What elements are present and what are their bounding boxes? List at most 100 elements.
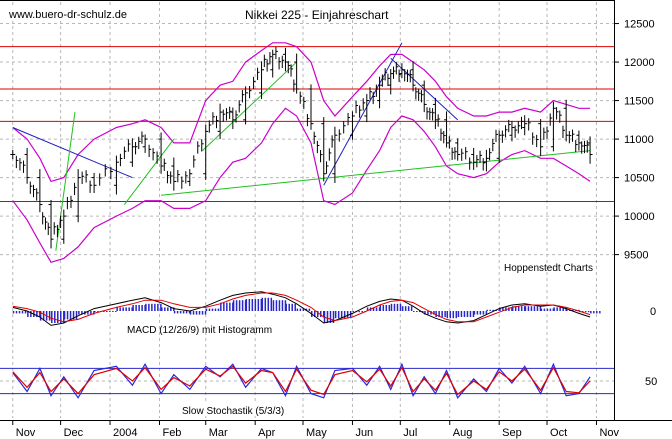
macd-histogram-bar <box>485 311 488 315</box>
macd-histogram-bar <box>584 311 587 313</box>
macd-histogram-bar <box>556 307 558 311</box>
macd-histogram-bar <box>578 309 580 311</box>
macd-histogram-bar <box>21 311 24 314</box>
macd-histogram-bar <box>520 306 523 311</box>
macd-histogram-bar <box>302 308 305 311</box>
macd-histogram-bar <box>553 307 555 311</box>
macd-histogram-bar <box>128 307 130 311</box>
macd-histogram-bar <box>460 311 463 317</box>
y-tick-label: 11500 <box>624 96 654 108</box>
stoch-d-line <box>12 365 591 396</box>
macd-histogram-bar <box>492 309 494 311</box>
macd-histogram-bar <box>151 303 153 311</box>
macd-histogram-bar <box>189 311 192 315</box>
macd-histogram-bar <box>599 311 601 314</box>
macd-histogram-bar <box>482 311 485 315</box>
x-tick-label: Jun <box>355 427 373 439</box>
macd-histogram-bar <box>39 311 41 317</box>
macd-histogram-bar <box>103 311 105 312</box>
y-tick-label: 11000 <box>624 134 654 146</box>
macd-histogram-bar <box>157 303 159 311</box>
x-tick-label: Nov <box>16 427 36 439</box>
watermark: www.buero-dr-schulz.de <box>8 9 127 21</box>
macd-histogram-bar <box>352 311 354 313</box>
macd-histogram-bar <box>332 311 335 323</box>
macd-histogram-bar <box>204 311 207 315</box>
macd-histogram-bar <box>251 299 254 311</box>
macd-histogram-bar <box>566 309 568 311</box>
macd-histogram-bar <box>486 309 488 311</box>
macd-histogram-bar <box>232 302 234 311</box>
macd-histogram-bar <box>375 307 378 311</box>
macd-histogram-bar <box>182 311 185 314</box>
trend-line-green <box>55 112 76 251</box>
macd-histogram-bar <box>552 308 555 311</box>
y-tick-label: 12500 <box>624 19 655 31</box>
macd-histogram-bar <box>131 307 133 311</box>
macd-histogram-bar <box>581 311 584 313</box>
macd-histogram-bar <box>530 306 533 311</box>
macd-histogram-bar <box>36 311 38 317</box>
macd-histogram-bar <box>173 307 175 311</box>
macd-histogram-bar <box>145 303 147 311</box>
macd-histogram-bar <box>438 311 440 317</box>
source-label: Hoppenstedt Charts <box>504 263 593 274</box>
macd-histogram-bar <box>313 311 316 317</box>
y-tick-label: 10500 <box>624 173 655 185</box>
macd-histogram-bar <box>476 311 479 315</box>
macd-histogram-bar <box>382 305 385 311</box>
trend-line-blue <box>323 42 403 186</box>
macd-histogram-bar <box>69 311 72 320</box>
macd-histogram-bar <box>446 311 449 319</box>
macd-histogram-bar <box>93 311 95 315</box>
macd-histogram-bar <box>410 306 413 311</box>
macd-histogram-bar <box>119 307 121 311</box>
bollinger-lower-band <box>12 107 591 264</box>
macd-histogram-bar <box>284 300 287 311</box>
macd-histogram-bar <box>489 309 491 311</box>
bollinger-upper-band <box>12 42 591 183</box>
macd-histogram-bar <box>340 311 343 319</box>
macd-histogram-bar <box>427 311 429 315</box>
macd-histogram-bar <box>241 300 244 311</box>
x-tick-label: Feb <box>162 427 181 439</box>
macd-histogram-bar <box>18 311 21 314</box>
x-tick-label: Oct <box>550 427 567 439</box>
macd-histogram-bar <box>396 303 399 311</box>
macd-histogram-bar <box>472 311 475 317</box>
macd-histogram-bar <box>441 311 443 317</box>
macd-histogram-bar <box>270 297 273 311</box>
macd-histogram-bar <box>260 299 263 311</box>
macd-histogram-bar <box>176 311 179 314</box>
macd-histogram-bar <box>366 307 369 311</box>
macd-histogram-bar <box>413 311 415 312</box>
macd-histogram-bar <box>322 311 325 317</box>
x-tick-label: May <box>306 427 327 439</box>
macd-histogram-bar <box>433 311 435 315</box>
macd-histogram-bar <box>329 311 332 323</box>
macd-histogram-bar <box>543 308 546 311</box>
macd-histogram-bar <box>278 300 281 311</box>
macd-histogram-bar <box>502 307 504 311</box>
macd-histogram-bar <box>135 305 137 311</box>
macd-histogram-bar <box>257 299 260 311</box>
macd-histogram-bar <box>479 311 482 315</box>
macd-histogram-bar <box>416 311 418 312</box>
macd-histogram-bar <box>261 297 264 311</box>
macd-histogram-bar <box>419 311 421 312</box>
macd-histogram-bar <box>299 308 302 311</box>
macd-histogram-bar <box>533 306 536 311</box>
macd-histogram-bar <box>238 300 241 311</box>
chart-title: Nikkei 225 - Einjahreschart <box>245 8 389 22</box>
macd-histogram-bar <box>185 311 188 314</box>
macd-histogram-bar <box>316 311 319 317</box>
macd-histogram-bar <box>78 311 80 315</box>
macd-histogram-bar <box>407 306 410 311</box>
macd-histogram-bar <box>60 311 62 323</box>
macd-histogram-bar <box>254 299 257 311</box>
macd-histogram-bar <box>540 308 543 311</box>
stoch-k-line <box>12 362 591 399</box>
macd-histogram-bar <box>511 306 514 311</box>
macd-histogram-bar <box>264 297 267 311</box>
